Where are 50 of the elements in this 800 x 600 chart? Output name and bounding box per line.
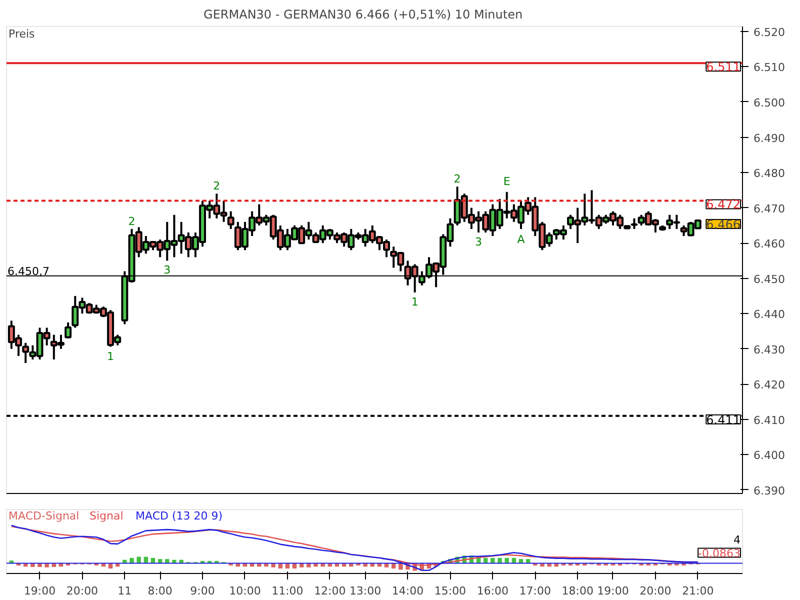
y-tick-label: 6.390	[754, 484, 785, 498]
annotation: 2	[128, 214, 136, 228]
x-tick-label: 20:00	[640, 584, 672, 598]
x-tick-label: 18:00	[562, 584, 594, 598]
y-tick-label: 6.510	[754, 61, 785, 74]
x-tick-label: 21:00	[682, 584, 714, 598]
x-tick-label: 11	[118, 584, 132, 598]
x-tick-label: 17:00	[519, 584, 551, 598]
series-label: MACD (13 20 9)	[136, 510, 223, 522]
annotation: 1	[107, 350, 114, 363]
ref-line-label: 6.511	[706, 60, 741, 74]
y-tick-label: 6.400	[754, 449, 785, 462]
x-tick-label: 8:00	[148, 584, 172, 598]
annotation: 3	[475, 235, 482, 248]
x-tick-label: 12:00	[314, 584, 346, 598]
annotation: 2	[454, 172, 461, 186]
y-tick-label: 6.450	[754, 272, 785, 286]
y-tick-label: 6.410	[754, 414, 785, 427]
x-tick-label: 13:00	[349, 584, 382, 598]
x-tick-label: 15:00	[434, 584, 466, 598]
x-tick-label: 14:00	[392, 584, 424, 598]
y-tick-label: 6.420	[754, 378, 785, 392]
y-tick-label: 6.480	[754, 167, 785, 180]
y-tick-label: 6.460	[754, 238, 785, 251]
y-tick-label: 6.440	[754, 308, 785, 322]
text: 6.466	[706, 217, 741, 232]
annotation: E	[503, 174, 510, 188]
series-label: Signal	[90, 510, 124, 522]
text: MACD-Signal	[8, 510, 80, 522]
ref-line-label: 6.472	[706, 198, 741, 212]
x-tick-label: 11:00	[272, 584, 304, 598]
x-tick-label: 20:00	[66, 584, 98, 598]
y-tick-label: 6.490	[754, 132, 785, 145]
x-tick-label: 10:00	[229, 584, 261, 598]
annotation: 1	[411, 295, 418, 308]
x-tick-label: 19:00	[597, 584, 629, 598]
text: 4	[734, 534, 740, 547]
annotation: 2	[213, 180, 220, 193]
chart-title: GERMAN30 - GERMAN30 6.466 (+0,51%) 10 Minuten	[204, 8, 523, 22]
annotation: 3	[164, 264, 171, 277]
y-tick-label: 6.470	[754, 202, 785, 216]
y-tick-label: 6.520	[754, 26, 785, 39]
ref-line-label: 6.450,7	[8, 264, 50, 278]
y-tick-label: 6.430	[754, 343, 785, 356]
x-tick-label: 16:00	[476, 584, 509, 598]
x-tick-label: 19:00	[24, 584, 56, 598]
x-tick-label: 9:00	[190, 584, 215, 598]
y-axis-title: Preis	[8, 28, 36, 40]
y-tick-label: 6.500	[754, 96, 785, 110]
annotation: A	[517, 232, 526, 246]
